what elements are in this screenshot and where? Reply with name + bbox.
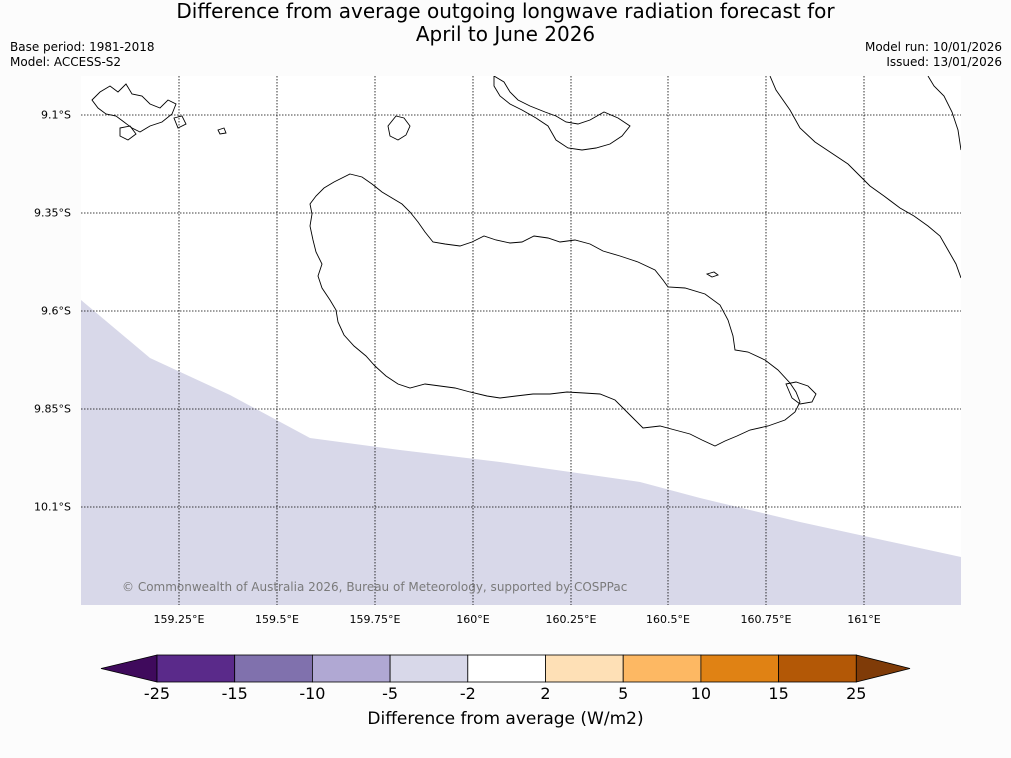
coastline-nw-islet-1 — [119, 125, 137, 141]
coastline-nw-islet-3 — [217, 127, 227, 135]
meta-left: Base period: 1981-2018 Model: ACCESS-S2 — [10, 40, 155, 70]
colorbar-segment — [545, 654, 624, 683]
issued-date: Issued: 13/01/2026 — [886, 55, 1002, 69]
colorbar-tick-label: -2 — [459, 684, 476, 703]
colorbar-segment — [311, 654, 391, 683]
title-line-2: April to June 2026 — [415, 22, 596, 46]
colorbar — [100, 654, 911, 683]
colorbar-extend-low — [100, 654, 158, 683]
longitude-label: 160.75°E — [740, 613, 792, 626]
colorbar-segment — [700, 654, 780, 683]
meta-right: Model run: 10/01/2026 Issued: 13/01/2026 — [865, 40, 1002, 70]
longitude-label: 160.25°E — [545, 613, 597, 626]
coastlines — [91, 76, 961, 447]
colorbar-tick-label: -15 — [221, 684, 248, 703]
colorbar-tick-label: -10 — [299, 684, 326, 703]
latitude-label: 9.35°S — [34, 206, 71, 220]
coastline-main-island — [309, 173, 801, 447]
colorbar-segment — [622, 654, 702, 683]
coastline-ne-coast — [769, 76, 961, 279]
longitude-label: 160°E — [456, 613, 490, 626]
coastline-ne-corner — [927, 76, 961, 151]
colorbar-segment — [234, 654, 313, 683]
coastline-nw-islet-2 — [173, 115, 187, 129]
colorbar-segment — [389, 654, 469, 683]
colorbar-segment — [156, 654, 236, 683]
coastline-islet-east — [785, 381, 817, 405]
colorbar-tick-label: -25 — [143, 684, 171, 703]
graticule — [81, 76, 961, 605]
colorbar-tick-label: 5 — [618, 684, 629, 703]
longitude-label: 159.5°E — [255, 613, 299, 626]
base-period: Base period: 1981-2018 — [10, 40, 155, 54]
colorbar-segment — [467, 654, 546, 683]
model-name: Model: ACCESS-S2 — [10, 55, 122, 69]
longitude-label: 160.5°E — [646, 613, 690, 626]
latitude-label: 9.1°S — [41, 108, 71, 122]
latitude-label: 9.85°S — [34, 402, 71, 416]
colorbar-tick-label: 15 — [768, 684, 789, 703]
colorbar-tick-label: 2 — [540, 684, 551, 703]
colorbar-tick-label: -5 — [382, 684, 399, 703]
model-run: Model run: 10/01/2026 — [864, 40, 1002, 54]
latitude-label: 9.6°S — [41, 304, 71, 318]
title-line-1: Difference from average outgoing longwav… — [176, 0, 835, 23]
coastline-north-islands — [493, 76, 631, 151]
colorbar-title: Difference from average (W/m2) — [367, 709, 644, 729]
colorbar-segment — [778, 654, 857, 683]
longitude-label: 161°E — [847, 613, 881, 626]
coastline-nw-islands — [91, 83, 177, 133]
longitude-label: 159.25°E — [153, 613, 205, 626]
latitude-label: 10.1°S — [34, 500, 71, 514]
coastline-islet-round — [387, 115, 411, 141]
copyright-notice: © Commonwealth of Australia 2026, Bureau… — [122, 580, 628, 594]
colorbar-tick-label: 10 — [690, 684, 712, 703]
colorbar-tick-label: 25 — [846, 684, 867, 703]
shaded-region — [81, 300, 961, 605]
colorbar-extend-high — [855, 654, 911, 683]
longitude-label: 159.75°E — [349, 613, 401, 626]
map-title: Difference from average outgoing longwav… — [0, 0, 1011, 46]
coastline-islet-small — [705, 271, 719, 278]
